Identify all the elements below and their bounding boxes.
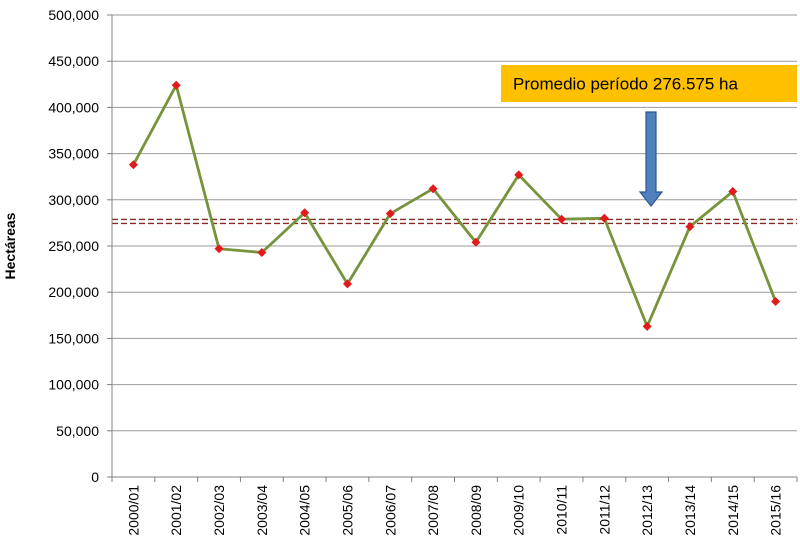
y-tick-labels: 0 50,000 100,000 150,000 200,000 250,000 300,0…: [48, 7, 99, 485]
data-point: [214, 244, 224, 254]
x-tick-label: 2012/13: [639, 485, 655, 536]
x-tick-label: 2001/02: [168, 485, 184, 536]
data-point: [771, 296, 781, 306]
data-point: [471, 237, 481, 247]
data-point: [428, 184, 438, 194]
series-markers: [128, 80, 781, 331]
data-point: [514, 170, 524, 180]
data-point: [342, 279, 352, 289]
data-point: [728, 186, 738, 196]
y-tick-label: 150,000: [48, 330, 99, 346]
x-tick-label: 2006/07: [382, 485, 398, 536]
x-tick-label: 2000/01: [125, 485, 141, 536]
x-tick-label: 2008/09: [468, 485, 484, 536]
average-annotation-text: Promedio período 276.575 ha: [513, 75, 738, 94]
x-tick-label: 2010/11: [554, 485, 570, 535]
data-point: [385, 209, 395, 219]
average-annotation-box: [501, 65, 797, 102]
down-arrow-icon: [638, 111, 664, 207]
series-line: [132, 83, 777, 328]
x-tick-label: 2005/06: [339, 485, 355, 536]
data-point: [685, 222, 695, 232]
average-reference-line: [112, 218, 797, 225]
data-point: [557, 214, 567, 224]
y-tick-label: 450,000: [48, 53, 99, 69]
y-tick-label: 350,000: [48, 146, 99, 162]
x-tick-labels: 2000/01 2001/02 2002/03 2003/04 2004/05 2005/…: [111, 477, 798, 536]
y-tick-label: 250,000: [48, 238, 99, 254]
data-point: [171, 80, 181, 90]
x-tick-label: 2004/05: [297, 485, 313, 536]
data-point: [128, 160, 138, 170]
x-tick-label: 2013/14: [682, 485, 698, 536]
x-tick-label: 2003/04: [254, 485, 270, 536]
x-tick-label: 2014/15: [725, 485, 741, 536]
series-line-path: [132, 83, 777, 328]
data-point: [257, 247, 267, 257]
y-tick-label: 50,000: [56, 423, 99, 439]
y-tick-label: 300,000: [48, 192, 99, 208]
y-tick-label: 400,000: [48, 99, 99, 115]
data-point: [642, 321, 652, 331]
x-tick-label: 2015/16: [768, 485, 784, 536]
data-point: [599, 213, 609, 223]
y-tick-label: 200,000: [48, 284, 99, 300]
data-point: [300, 208, 310, 218]
x-tick-label: 2011/12: [596, 485, 612, 535]
x-tick-label: 2007/08: [425, 485, 441, 536]
y-tick-label: 100,000: [48, 377, 99, 393]
y-axis-label: Hectáreas: [2, 212, 18, 279]
x-tick-label: 2009/10: [511, 485, 527, 536]
y-tick-label: 0: [91, 469, 99, 485]
x-tick-label: 2002/03: [211, 485, 227, 536]
average-annotation: Promedio período 276.575 ha: [501, 65, 797, 102]
y-tick-label: 500,000: [48, 7, 99, 23]
